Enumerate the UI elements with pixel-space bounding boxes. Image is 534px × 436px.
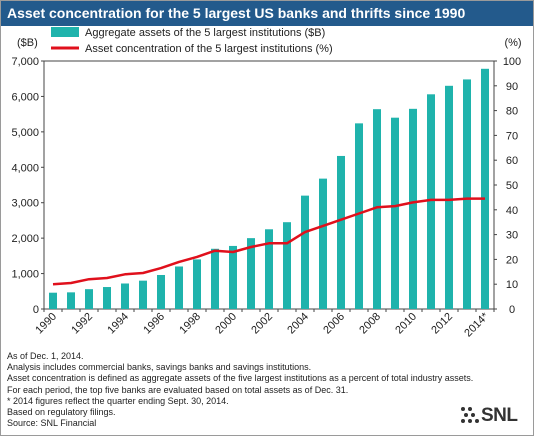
logo-dot (468, 419, 472, 423)
bar (157, 274, 165, 309)
x-tick-label: 1996 (141, 311, 167, 337)
title-bar: Asset concentration for the 5 largest US… (1, 1, 533, 26)
left-tick-label: 3,000 (11, 198, 39, 210)
x-tick-label: 2002 (249, 311, 275, 337)
right-tick-label: 80 (506, 106, 518, 118)
bar (481, 68, 489, 309)
chart-title: Asset concentration for the 5 largest US… (7, 5, 466, 21)
logo-text: SNL (481, 405, 518, 426)
bar (463, 79, 471, 309)
chart-area: ($B) (%) 0 1,000 2,000 3,000 4,000 5,000 6,000 7,… (11, 27, 522, 339)
bar (175, 266, 183, 309)
x-tick-label: 2010 (393, 311, 419, 337)
footnote: Analysis includes commercial banks, savi… (7, 362, 312, 373)
footnote: For each period, the top five banks are … (7, 384, 349, 395)
right-tick-label: 70 (506, 130, 518, 142)
bar (193, 259, 201, 309)
legend-label-bar: Aggregate assets of the 5 largest instit… (85, 27, 325, 39)
x-tick-label: 2012 (429, 311, 455, 337)
bar (85, 289, 93, 309)
bar (229, 245, 237, 309)
bar (265, 229, 273, 309)
bar (139, 280, 147, 309)
x-tick-label: 2000 (213, 311, 239, 337)
bar (391, 117, 399, 309)
bar (355, 123, 363, 310)
bar (283, 222, 291, 309)
bar (67, 292, 75, 309)
right-axis-unit: (%) (504, 37, 521, 49)
left-tick-label: 6,000 (11, 91, 39, 103)
logo-dot (461, 407, 465, 411)
right-tick-label: 60 (506, 155, 518, 167)
legend-swatch-bar (51, 27, 79, 37)
bar (337, 155, 345, 309)
snl-logo: SNL (459, 405, 529, 429)
left-tick-label: 1,000 (11, 269, 39, 281)
x-tick-label: 1992 (69, 311, 95, 337)
bar (211, 248, 219, 309)
footnote: * 2014 figures reflect the quarter endin… (7, 395, 229, 406)
x-tick-label: 2014* (462, 310, 491, 339)
bar (409, 108, 417, 309)
footnote: Asset concentration is defined as aggreg… (7, 373, 474, 384)
logo-dot (471, 413, 475, 417)
legend-label-line: Asset concentration of the 5 largest ins… (85, 43, 333, 55)
right-tick-label: 0 (509, 304, 515, 316)
left-tick-label: 4,000 (11, 162, 39, 174)
source-note: Source: SNL Financial (7, 418, 97, 429)
concentration-line (52, 197, 485, 286)
right-tick-label: 10 (506, 279, 518, 291)
bar (445, 85, 453, 309)
right-tick-label: 50 (506, 180, 518, 192)
left-tick-label: 7,000 (11, 56, 39, 68)
right-tick-label: 40 (506, 205, 518, 217)
x-tick-label: 2004 (285, 311, 311, 337)
bar (427, 94, 435, 309)
bar (319, 178, 327, 309)
logo-dot (464, 413, 468, 417)
x-tick-label: 1994 (105, 311, 131, 337)
x-tick-label: 1998 (177, 311, 203, 337)
bar (49, 292, 57, 309)
x-tick-label: 2006 (321, 311, 347, 337)
bar (301, 195, 309, 309)
logo-dot (468, 407, 472, 411)
logo-dot (461, 419, 465, 423)
right-tick-label: 100 (503, 56, 521, 68)
bar (373, 109, 381, 309)
footnote: Based on regulatory filings. (7, 407, 116, 418)
logo-dot (475, 419, 479, 423)
bar (121, 283, 129, 309)
left-tick-label: 2,000 (11, 233, 39, 245)
footnotes: As of Dec. 1, 2014. Analysis includes co… (7, 351, 473, 429)
bar (103, 287, 111, 309)
right-tick-label: 20 (506, 254, 518, 266)
left-tick-label: 0 (33, 304, 39, 316)
left-axis-unit: ($B) (17, 37, 38, 49)
right-tick-label: 30 (506, 230, 518, 242)
bar (247, 238, 255, 309)
x-tick-label: 2008 (357, 311, 383, 337)
footnote: As of Dec. 1, 2014. (7, 351, 84, 361)
right-tick-label: 90 (506, 81, 518, 93)
left-tick-label: 5,000 (11, 127, 39, 139)
